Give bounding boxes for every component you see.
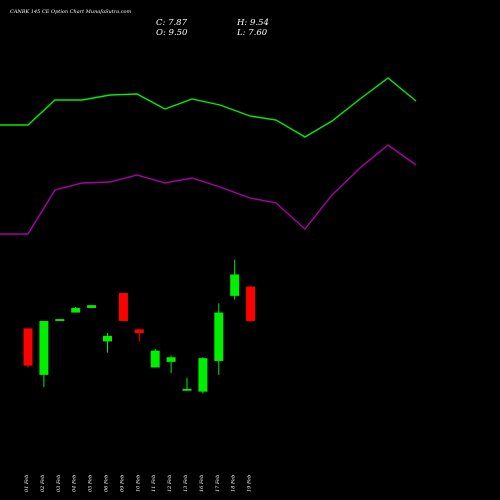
high-value: H: 9.54 xyxy=(237,18,269,28)
x-tick-label: 04 Feb xyxy=(72,475,78,492)
candle-body xyxy=(214,312,224,361)
candle-body xyxy=(134,329,144,334)
candle-body xyxy=(71,307,81,313)
x-tick-label: 10 Feb xyxy=(135,475,141,492)
x-tick-label: 06 Feb xyxy=(104,475,110,492)
candle-body xyxy=(150,350,160,368)
candle-body xyxy=(39,320,49,375)
lower-indicator-line xyxy=(0,144,417,235)
x-tick-label: 05 Feb xyxy=(88,475,94,492)
x-tick-label: 12 Feb xyxy=(167,475,173,492)
x-tick-label: 11 Feb xyxy=(151,475,157,492)
chart-title: CANBK 145 CE Option Chart MunafaSutra.co… xyxy=(10,9,132,15)
upper-indicator-line xyxy=(0,77,417,138)
candle-body xyxy=(166,357,176,362)
candle-body xyxy=(198,358,208,392)
candle-body xyxy=(103,335,112,342)
open-value: O: 9.50 xyxy=(156,28,188,38)
x-tick-label: 17 Feb xyxy=(215,475,221,492)
x-tick-label: 18 Feb xyxy=(231,475,237,492)
low-value: L: 7.60 xyxy=(237,28,268,38)
candle-body xyxy=(118,293,128,321)
close-value: C: 7.87 xyxy=(156,18,187,28)
candle-body xyxy=(246,286,256,321)
x-tick-label: 01 Feb xyxy=(24,475,30,492)
x-tick-label: 02 Feb xyxy=(40,475,46,492)
candle-body xyxy=(87,305,97,308)
x-tick-label: 13 Feb xyxy=(183,475,189,492)
x-tick-label: 09 Feb xyxy=(119,475,125,492)
candle-body xyxy=(23,328,33,366)
candle-body xyxy=(55,319,65,321)
x-tick-label: 03 Feb xyxy=(56,475,62,492)
x-tick-label: 19 Feb xyxy=(247,475,253,492)
candle-body xyxy=(182,388,192,391)
candle-body xyxy=(230,274,240,296)
x-tick-label: 16 Feb xyxy=(199,475,205,492)
